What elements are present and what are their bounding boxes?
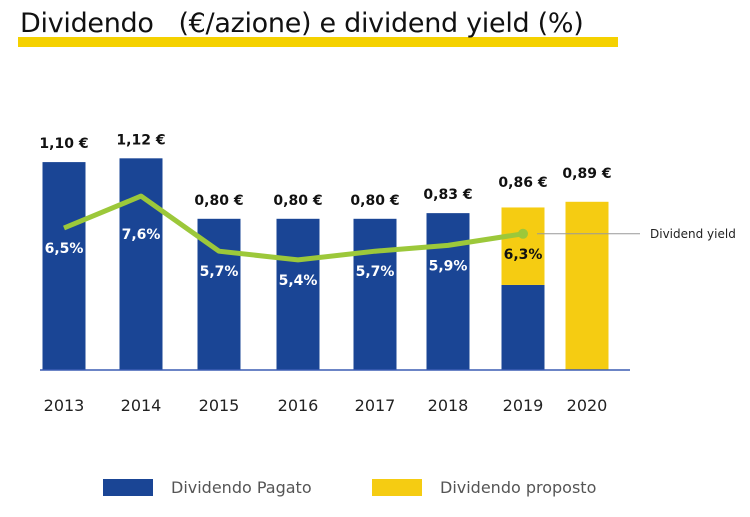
yield-line	[63, 193, 524, 263]
x-tick-label-2016: 2016	[278, 396, 319, 415]
legend-label-proposed: Dividendo proposto	[440, 478, 597, 497]
x-tick-label-2020: 2020	[567, 396, 608, 415]
legend-label-paid: Dividendo Pagato	[171, 478, 312, 497]
bar-paid-2014	[119, 158, 163, 370]
x-tick-label-2014: 2014	[121, 396, 162, 415]
legend-item-proposed: Dividendo proposto	[372, 478, 596, 497]
yield-label-2015: 5,7%	[200, 264, 239, 280]
chart-plot: 1,10 € 2013 1,12 € 2014 0,80 € 2015 0,80 € 2016…	[39, 132, 736, 415]
yield-label-2014: 7,6%	[122, 227, 161, 243]
bar-paid-2019	[501, 284, 545, 370]
bar-proposed-2019	[501, 207, 545, 285]
value-label-2014: 1,12 €	[116, 132, 165, 148]
bar-paid-2017	[353, 218, 397, 370]
x-tick-label-2018: 2018	[428, 396, 469, 415]
value-label-2019: 0,86 €	[498, 175, 547, 191]
x-tick-label-2019: 2019	[503, 396, 544, 415]
chart-title: Dividendo (€/azione) e dividend yield (%…	[20, 8, 584, 39]
value-label-2013: 1,10 €	[39, 136, 88, 152]
yield-label-2013: 6,5%	[45, 241, 84, 257]
legend-swatch-paid	[103, 479, 153, 496]
bar-paid-2016	[276, 218, 320, 370]
legend-item-paid: Dividendo Pagato	[103, 478, 312, 497]
yield-annotation: Dividend yield	[650, 227, 736, 241]
value-label-2015: 0,80 €	[194, 193, 243, 209]
yield-label-2017: 5,7%	[356, 264, 395, 280]
yield-endpoint	[518, 228, 528, 239]
value-label-2016: 0,80 €	[273, 193, 322, 209]
x-tick-label-2017: 2017	[355, 396, 396, 415]
chart-title-wrap: Dividendo (€/azione) e dividend yield (%…	[20, 8, 584, 39]
value-label-2018: 0,83 €	[423, 187, 472, 203]
yield-label-2016: 5,4%	[279, 273, 318, 289]
bar-paid-2013	[42, 162, 86, 370]
title-underline	[18, 37, 618, 47]
legend-swatch-proposed	[372, 479, 422, 496]
x-tick-label-2013: 2013	[44, 396, 85, 415]
bar-paid-2018	[426, 213, 470, 370]
bar-proposed-2020	[565, 201, 609, 370]
value-label-2017: 0,80 €	[350, 193, 399, 209]
yield-label-2019: 6,3%	[504, 247, 543, 263]
yield-label-2018: 5,9%	[429, 258, 468, 274]
value-label-2020: 0,89 €	[562, 166, 611, 182]
x-tick-label-2015: 2015	[199, 396, 240, 415]
